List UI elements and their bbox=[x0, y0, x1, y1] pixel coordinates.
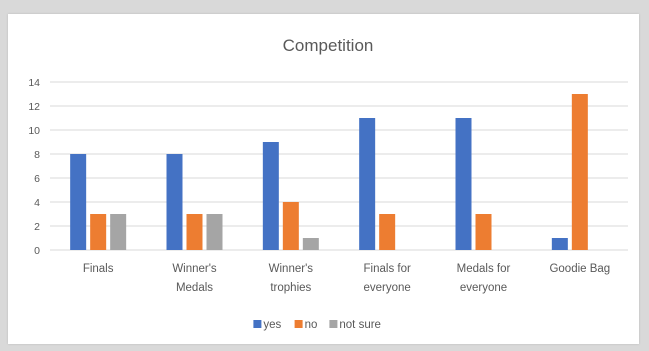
gridlines bbox=[50, 81, 628, 251]
bar-no bbox=[186, 214, 203, 250]
bar-no bbox=[379, 214, 396, 250]
bar-not-sure bbox=[206, 214, 223, 250]
bar-not-sure bbox=[302, 238, 319, 250]
legend-label-not-sure: not sure bbox=[339, 319, 381, 331]
legend-label-no: no bbox=[305, 319, 318, 331]
y-tick-label: 8 bbox=[34, 149, 40, 161]
x-axis-categories: Finals Winner's Medals Winner's trophies Fina… bbox=[83, 263, 610, 294]
bar-yes bbox=[455, 118, 472, 250]
legend-swatch-not-sure bbox=[329, 320, 338, 328]
legend-label-yes: yes bbox=[263, 319, 281, 331]
bar-not-sure bbox=[110, 214, 127, 250]
y-tick-label: 10 bbox=[28, 125, 40, 137]
y-tick-label: 4 bbox=[34, 197, 40, 209]
legend-swatch-no bbox=[294, 320, 303, 328]
y-tick-label: 6 bbox=[34, 173, 40, 185]
x-category-label: Medals for bbox=[457, 263, 511, 275]
bar-yes bbox=[551, 238, 568, 250]
bar-no bbox=[571, 94, 588, 250]
y-tick-label: 14 bbox=[28, 77, 40, 89]
bar-no bbox=[282, 202, 299, 250]
x-category-label: everyone bbox=[364, 282, 411, 294]
legend-swatch-yes bbox=[253, 320, 262, 328]
x-category-label: Goodie Bag bbox=[549, 263, 610, 275]
y-tick-label: 2 bbox=[34, 221, 40, 233]
y-tick-label: 12 bbox=[28, 101, 40, 113]
x-category-label: Finals for bbox=[364, 263, 411, 275]
x-category-label: Finals bbox=[83, 263, 114, 275]
bar-yes bbox=[70, 154, 87, 250]
bar-yes bbox=[359, 118, 376, 250]
chart-card bbox=[8, 14, 639, 344]
y-tick-label: 0 bbox=[34, 245, 40, 257]
bar-yes bbox=[262, 142, 279, 250]
bars bbox=[70, 94, 588, 250]
bar-yes bbox=[166, 154, 183, 250]
bar-no bbox=[475, 214, 492, 250]
x-category-label: Medals bbox=[176, 282, 213, 294]
x-category-label: everyone bbox=[460, 282, 507, 294]
x-category-label: trophies bbox=[270, 282, 311, 294]
bar-no bbox=[90, 214, 107, 250]
y-axis-ticks: 0 2 4 6 8 10 12 14 bbox=[28, 77, 40, 257]
x-category-label: Winner's bbox=[172, 263, 217, 275]
x-category-label: Winner's bbox=[269, 263, 314, 275]
chart-title: Competition bbox=[283, 36, 374, 55]
legend: yes no not sure bbox=[253, 319, 381, 331]
